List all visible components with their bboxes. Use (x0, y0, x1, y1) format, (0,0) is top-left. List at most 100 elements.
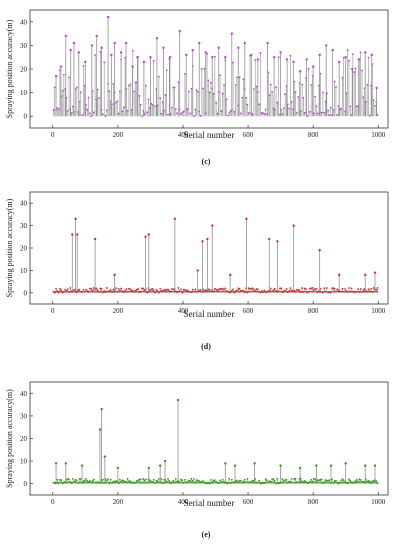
data-marker (216, 112, 219, 115)
data-marker (374, 104, 376, 107)
data-marker (126, 110, 129, 112)
peak-marker (318, 53, 321, 57)
data-marker (98, 96, 100, 99)
y-tick-label: 0 (24, 289, 28, 297)
peak-marker (124, 41, 128, 45)
data-marker (368, 114, 371, 117)
peak-marker (201, 240, 204, 243)
data-marker (349, 105, 352, 108)
data-marker (284, 93, 287, 95)
peak-marker (69, 48, 72, 52)
data-marker (301, 83, 303, 86)
panel-label-d: (d) (201, 342, 211, 351)
data-marker (96, 88, 99, 91)
x-tick-label: 600 (243, 498, 254, 506)
data-marker (295, 288, 298, 291)
data-marker (234, 84, 237, 87)
panel-label-c: (c) (201, 157, 211, 166)
data-marker (320, 478, 323, 481)
data-marker (308, 110, 311, 113)
data-marker (120, 480, 123, 483)
chart-panel-d: 0 10 20 30 40 0 200 400 600 800 1000 Serial number S… (0, 176, 412, 360)
data-marker (53, 86, 56, 89)
x-axis-title: Serial number (184, 309, 235, 319)
data-marker (341, 478, 344, 481)
data-marker (310, 478, 313, 481)
data-marker (263, 289, 266, 292)
data-marker (151, 288, 154, 290)
data-marker (170, 288, 173, 291)
data-marker (359, 287, 362, 290)
data-marker (180, 112, 182, 115)
data-marker (333, 287, 336, 290)
data-marker (353, 71, 356, 73)
peak-marker (71, 233, 74, 236)
peak-marker (331, 48, 334, 52)
data-marker (92, 111, 95, 114)
data-marker (116, 100, 119, 103)
data-marker (68, 76, 70, 79)
data-marker (348, 478, 350, 481)
peak-marker (250, 53, 253, 57)
data-marker (333, 480, 336, 482)
data-marker (238, 479, 241, 482)
data-marker (354, 480, 357, 483)
data-marker (210, 81, 212, 84)
data-marker (290, 478, 293, 481)
peak-marker (337, 273, 341, 277)
data-marker (174, 108, 177, 111)
peak-marker (373, 464, 377, 467)
series-green (52, 398, 379, 485)
plot-frame (29, 381, 389, 496)
data-marker (223, 288, 225, 291)
data-marker (118, 478, 121, 481)
y-tick-label: 30 (20, 412, 28, 420)
plot-frame (29, 191, 389, 305)
peak-marker (318, 249, 321, 252)
data-marker (263, 113, 266, 115)
data-marker (117, 287, 120, 290)
data-marker (336, 113, 339, 116)
data-marker (133, 90, 136, 93)
peak-marker (266, 41, 269, 45)
data-marker (129, 83, 132, 86)
data-marker (229, 110, 232, 113)
data-marker (160, 112, 163, 115)
data-marker (115, 287, 117, 290)
data-marker (182, 110, 185, 113)
peak-marker (84, 60, 87, 64)
peak-marker (364, 51, 367, 54)
data-marker (100, 288, 103, 290)
series-purple (52, 15, 379, 118)
data-marker (251, 287, 254, 290)
peak-marker (59, 65, 63, 68)
x-tick-label: 1000 (371, 498, 386, 506)
data-marker (174, 477, 177, 480)
data-marker (96, 289, 99, 292)
peak-marker (305, 58, 308, 61)
data-marker (285, 288, 288, 290)
peak-marker (178, 30, 181, 33)
peak-marker (224, 56, 227, 59)
data-marker (56, 106, 59, 109)
data-marker (359, 51, 362, 54)
data-marker (90, 287, 93, 290)
data-marker (206, 52, 208, 55)
data-marker (340, 479, 343, 482)
peak-marker (279, 464, 282, 467)
data-marker (61, 89, 64, 92)
x-tick-label: 800 (308, 498, 319, 506)
y-tick-label: 40 (20, 18, 28, 26)
data-marker (180, 288, 182, 291)
data-marker (59, 287, 61, 290)
data-marker (86, 480, 89, 482)
data-marker (129, 480, 132, 483)
data-marker (328, 114, 331, 117)
data-marker (303, 287, 306, 290)
data-marker (83, 479, 86, 482)
peak-marker (77, 51, 81, 54)
y-axis-title: Spraying position accuracy(m) (5, 389, 14, 488)
data-marker (362, 289, 365, 291)
data-marker (331, 287, 333, 290)
data-marker (213, 479, 216, 482)
